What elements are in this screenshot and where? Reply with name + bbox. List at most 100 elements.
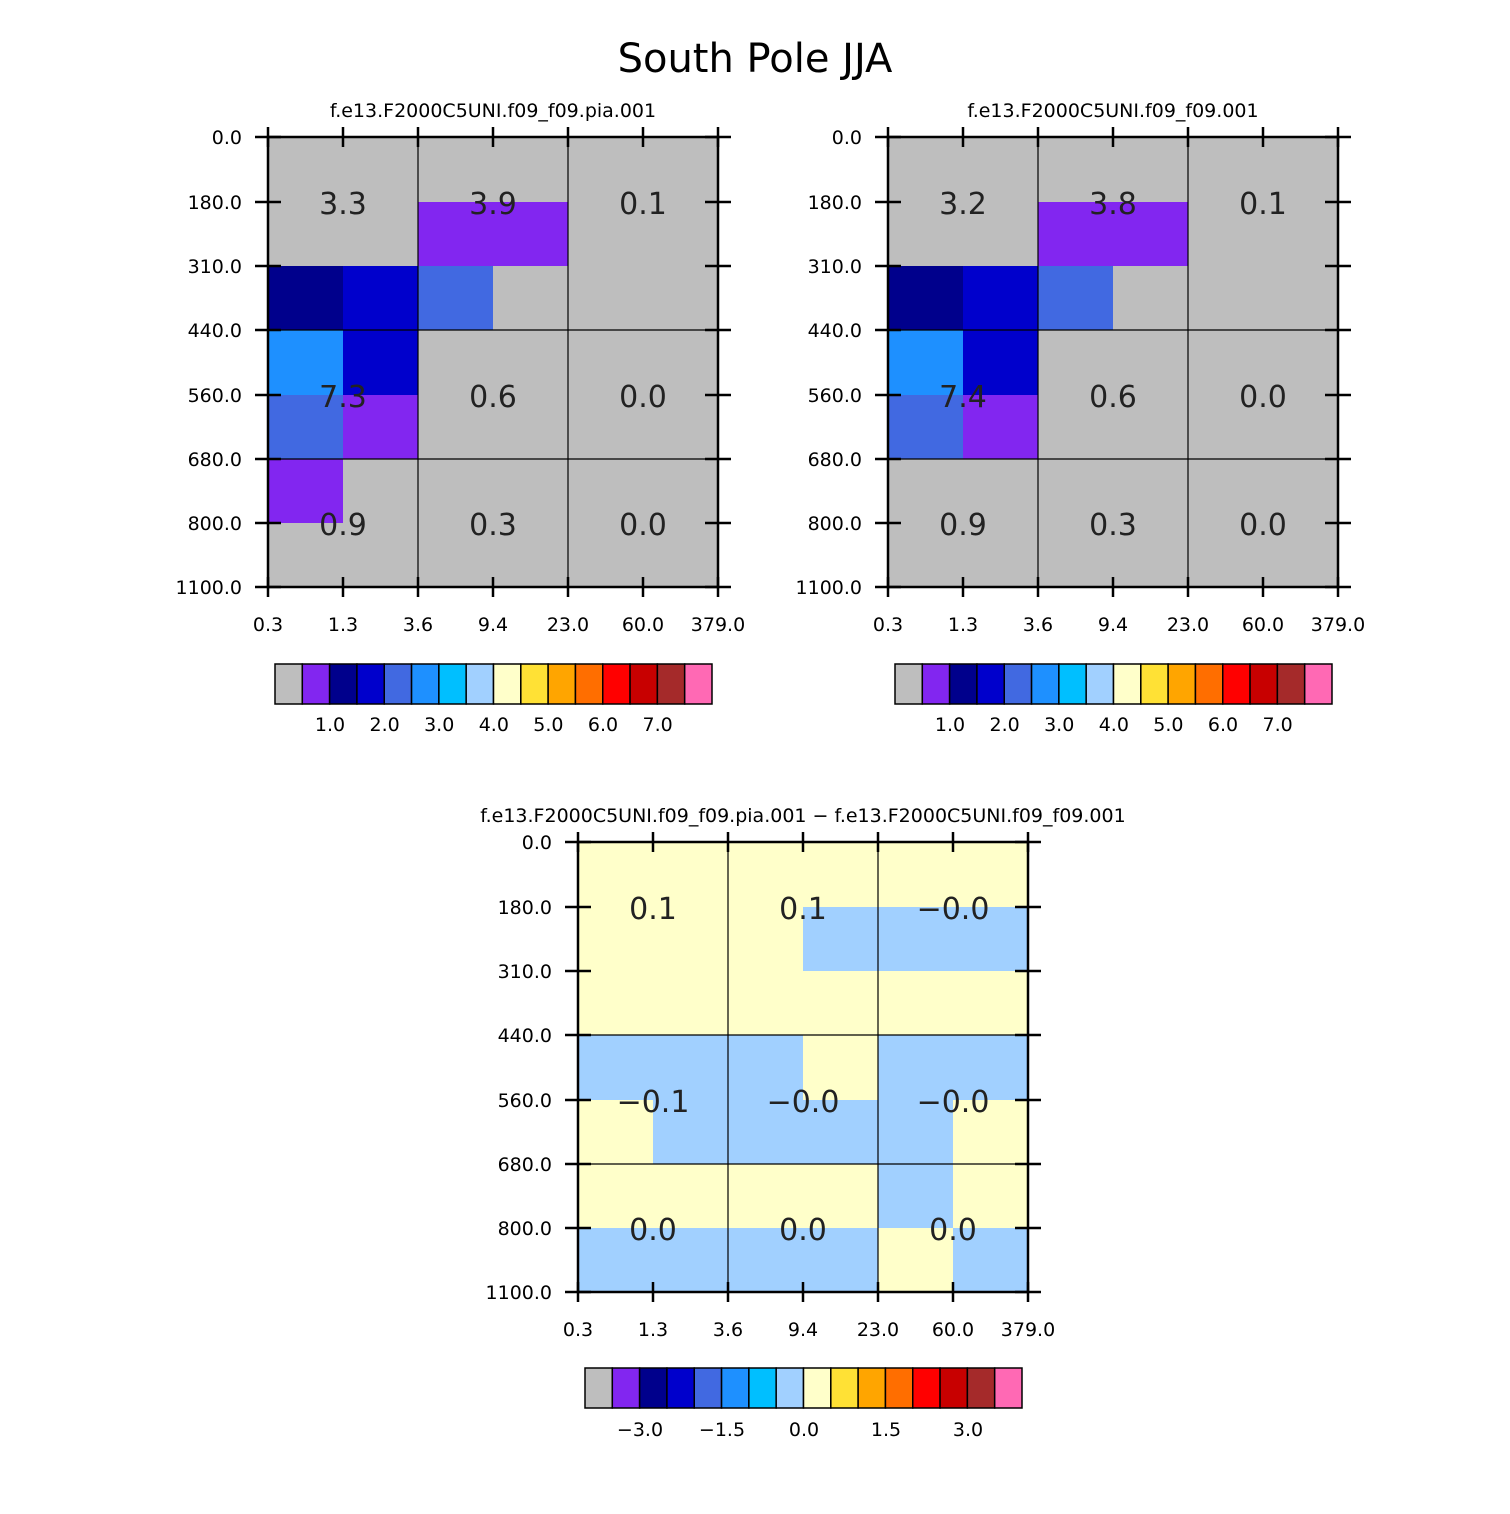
heatmap-cell	[728, 1228, 804, 1293]
cell-value-label: 0.0	[629, 1213, 677, 1248]
colorbar-label: 3.0	[1044, 714, 1074, 736]
colorbar-label: 1.0	[315, 714, 345, 736]
heatmap-cell	[343, 395, 419, 460]
heatmap-cell	[953, 1035, 1029, 1101]
heatmap-cell	[1038, 459, 1114, 524]
heatmap-cell	[268, 395, 344, 460]
heatmap-cell	[1113, 395, 1189, 460]
panel-control: f.e13.F2000C5UNI.f09_f09.001 0.3 1.3 3.6 9.…	[796, 100, 1366, 736]
x-tick-label: 60.0	[1242, 614, 1284, 636]
heatmap-cell	[643, 266, 719, 331]
heatmap-cell	[418, 523, 494, 588]
heatmap-cell	[1188, 137, 1264, 203]
colorbar-swatch	[574, 663, 604, 705]
heatmap-cell	[493, 523, 569, 588]
heatmap-cell	[1188, 330, 1264, 396]
heatmap-cell	[963, 137, 1039, 203]
y-tick-label: 440.0	[498, 1025, 552, 1047]
heatmap-cell	[1263, 395, 1339, 460]
colorbar-swatch	[1085, 663, 1115, 705]
colorbar-swatch	[656, 663, 686, 705]
colorbar-label: 3.0	[424, 714, 454, 736]
x-tick-label: 1.3	[328, 614, 358, 636]
colorbar-swatch	[748, 1367, 777, 1409]
y-tick-label: 1100.0	[796, 577, 862, 599]
colorbar-label: 6.0	[588, 714, 618, 736]
heatmap-cell	[888, 523, 964, 588]
heatmap-cell	[493, 266, 569, 331]
colorbar-label: 4.0	[1099, 714, 1129, 736]
cell-value-label: −0.1	[617, 1085, 690, 1120]
heatmap-cell	[653, 842, 729, 908]
heatmap-cells	[268, 137, 719, 588]
heatmap-cell	[963, 202, 1039, 267]
y-tick-label: 560.0	[188, 385, 242, 407]
heatmap-cell	[653, 1100, 729, 1165]
heatmap-cell	[1113, 459, 1189, 524]
heatmap-cell	[953, 907, 1029, 972]
cell-value-label: −0.0	[917, 892, 990, 927]
colorbar-swatch	[939, 1367, 969, 1409]
heatmap-cell	[418, 137, 494, 203]
y-tick-label: 0.0	[832, 127, 862, 149]
colorbar-swatch	[894, 663, 924, 705]
colorbar-swatch	[857, 1367, 887, 1409]
y-tick-label: 180.0	[808, 192, 862, 214]
x-tick-label: 9.4	[1098, 614, 1128, 636]
heatmap-cell	[728, 907, 804, 972]
x-tick-label: 9.4	[478, 614, 508, 636]
cell-value-label: 7.4	[939, 380, 987, 415]
heatmap-cell	[568, 459, 644, 524]
colorbar-label: 7.0	[1262, 714, 1292, 736]
heatmap-cell	[268, 202, 344, 267]
heatmap-cell	[1263, 459, 1339, 524]
colorbar-swatch	[976, 663, 1005, 705]
panel-difference: f.e13.F2000C5UNI.f09_f09.pia.001 − f.e13…	[480, 805, 1125, 1441]
panel-pia: f.e13.F2000C5UNI.f09_f09.pia.001 0.3 1.3 3…	[176, 100, 746, 736]
figure-title: South Pole JJA	[618, 36, 893, 82]
y-tick-label: 1100.0	[176, 577, 242, 599]
heatmap-cell	[643, 137, 719, 203]
colorbar-label: 3.0	[953, 1419, 983, 1441]
colorbar-swatch	[328, 663, 358, 705]
y-tick-label: 440.0	[808, 320, 862, 342]
heatmap-cell	[418, 266, 494, 331]
grid-lines	[578, 842, 1028, 1292]
cell-value-label: 0.9	[319, 508, 367, 543]
heatmap-cell	[963, 266, 1039, 331]
heatmap-cell	[803, 1164, 879, 1229]
x-tick-label: 23.0	[1167, 614, 1209, 636]
colorbar-swatch	[948, 663, 978, 705]
cell-value-label: −0.0	[917, 1085, 990, 1120]
cell-value-label: 3.3	[319, 187, 367, 222]
heatmap-cell	[493, 202, 569, 267]
heatmap-cell	[953, 1228, 1029, 1293]
heatmap-cell	[568, 523, 644, 588]
heatmap-cell	[1038, 395, 1114, 460]
colorbar-swatch	[1058, 663, 1087, 705]
x-tick-label: 0.3	[563, 1319, 593, 1341]
panel-title: f.e13.F2000C5UNI.f09_f09.001	[967, 100, 1258, 122]
heatmap-cell	[343, 523, 419, 588]
colorbar-swatch	[921, 663, 951, 705]
colorbar-swatch	[884, 1367, 914, 1409]
heatmap-cell	[963, 459, 1039, 524]
cell-value-label: 0.6	[469, 380, 517, 415]
heatmap-cell	[728, 1035, 804, 1101]
colorbar-label: 0.0	[789, 1419, 819, 1441]
x-tick-label: 379.0	[691, 614, 745, 636]
colorbar-label: 2.0	[989, 714, 1019, 736]
heatmap-cell	[568, 202, 644, 267]
colorbar-swatch	[1194, 663, 1224, 705]
heatmap-cells	[578, 842, 1029, 1293]
x-tick-label: 379.0	[1311, 614, 1365, 636]
y-tick-label: 180.0	[188, 192, 242, 214]
colorbar-label: −1.5	[699, 1419, 745, 1441]
heatmap-cell	[1113, 523, 1189, 588]
heatmap-cell	[653, 1035, 729, 1101]
heatmap-cell	[803, 971, 879, 1036]
heatmap-cell	[888, 459, 964, 524]
heatmap-cell	[343, 459, 419, 524]
heatmap-cell	[1188, 266, 1264, 331]
